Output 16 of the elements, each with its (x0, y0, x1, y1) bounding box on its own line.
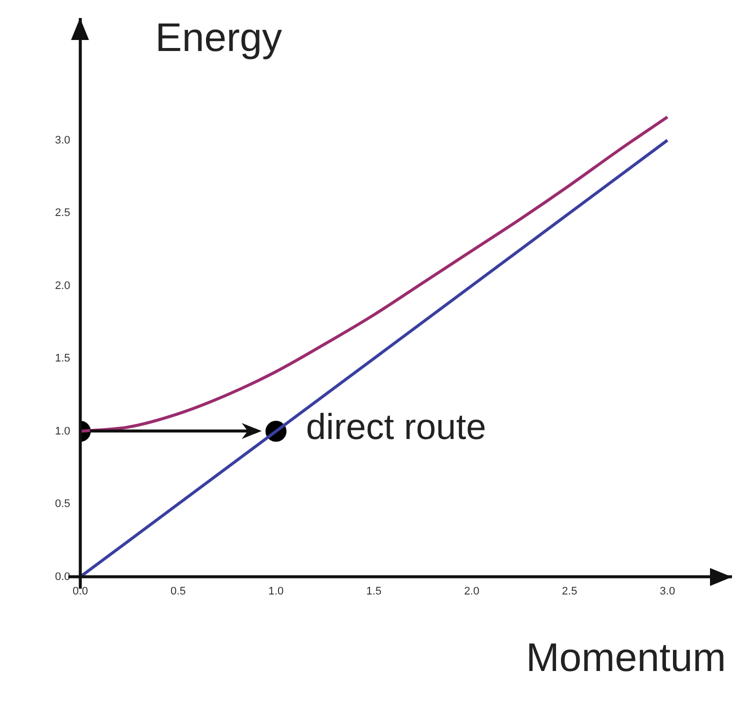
x-tick-label: 3.0 (660, 585, 676, 598)
y-tick-label: 2.0 (54, 280, 70, 292)
y-tick-label: 0.5 (54, 498, 70, 510)
x-tick-label: 0.0 (72, 585, 88, 598)
y-tick-label: 1.0 (54, 425, 70, 438)
x-tick-label: 1.0 (268, 585, 284, 598)
x-tick-label: 2.5 (562, 585, 578, 598)
y-tick-label: 3.0 (54, 134, 70, 146)
y-tick-label: 2.5 (54, 207, 70, 220)
y-tick-label: 1.5 (54, 352, 70, 365)
y-axis-title: Energy (155, 16, 282, 60)
x-tick-label: 1.5 (366, 585, 382, 598)
annotation: direct route (306, 406, 486, 448)
x-axis-title: Momentum (526, 636, 726, 680)
x-tick-label: 0.5 (170, 585, 186, 598)
x-tick-label: 2.0 (464, 585, 480, 598)
